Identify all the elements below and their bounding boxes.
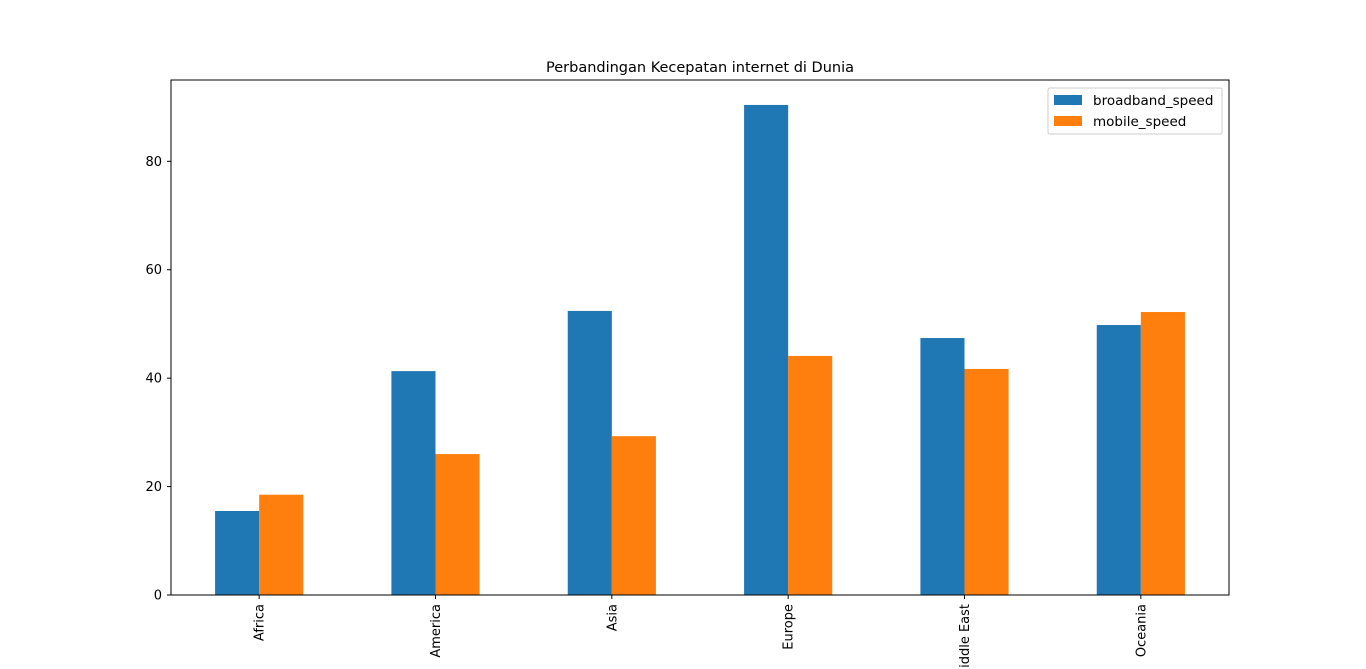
legend-label-mobile_speed: mobile_speed — [1093, 114, 1186, 130]
bar-mobile_speed-africa — [259, 494, 304, 595]
legend-swatch-broadband_speed — [1054, 95, 1082, 105]
y-tick-label: 80 — [145, 155, 162, 170]
bar-mobile_speed-america — [435, 454, 480, 595]
bar-broadband_speed-asia — [567, 310, 612, 595]
chart-title: Perbandingan Kecepatan internet di Dunia — [546, 60, 854, 76]
legend-label-broadband_speed: broadband_speed — [1093, 93, 1213, 109]
x-tick-label: Africa — [253, 604, 268, 641]
bars-layer — [215, 104, 1185, 596]
bar-broadband_speed-middle-east — [920, 338, 965, 595]
x-tick-label: Oceania — [1134, 604, 1149, 657]
bar-mobile_speed-europe — [788, 355, 833, 595]
y-tick-label: 0 — [154, 589, 162, 604]
y-tick-label: 20 — [145, 480, 162, 495]
x-tick-label: Middle East — [958, 604, 973, 669]
y-tick-label: 60 — [145, 263, 162, 278]
x-tick-label: Asia — [605, 604, 620, 631]
y-tick-label: 40 — [145, 372, 162, 387]
axes-layer: 0 20 40 60 80 Africa America Asia Europe Middle E… — [145, 79, 1230, 669]
x-tick-label: America — [429, 604, 444, 658]
bar-mobile_speed-asia — [611, 436, 656, 595]
bar-broadband_speed-america — [391, 371, 436, 595]
bar-mobile_speed-oceania — [1140, 312, 1185, 595]
legend: broadband_speed mobile_speed — [1047, 87, 1223, 135]
bar-mobile_speed-middle-east — [964, 368, 1009, 595]
legend-swatch-mobile_speed — [1054, 116, 1082, 126]
bar-broadband_speed-europe — [744, 104, 789, 596]
bar-broadband_speed-africa — [215, 510, 260, 595]
x-tick-label: Europe — [782, 604, 797, 650]
legend-box — [1047, 87, 1223, 135]
bar-broadband_speed-oceania — [1096, 325, 1141, 595]
plot-frame — [170, 79, 1230, 596]
